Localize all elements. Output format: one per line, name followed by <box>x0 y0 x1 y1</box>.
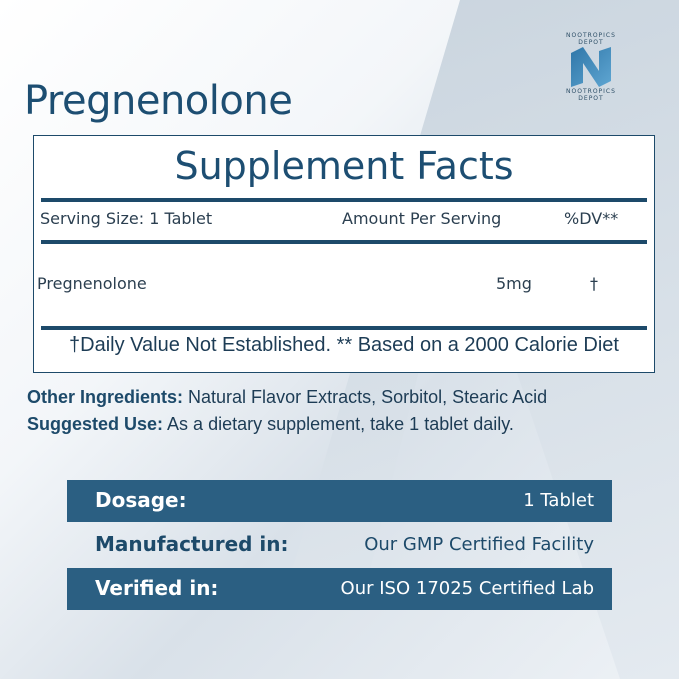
spec-row-verified: Verified in: Our ISO 17025 Certified Lab <box>67 568 612 610</box>
divider <box>41 240 647 244</box>
spec-value: 1 Tablet <box>523 490 594 511</box>
spec-label: Verified in: <box>95 576 219 600</box>
facts-heading: Supplement Facts <box>174 144 514 188</box>
logo-text-bottom: NOOTROPICS DEPOT <box>566 88 616 102</box>
other-ingredients: Other Ingredients: Natural Flavor Extrac… <box>27 387 547 408</box>
product-title: Pregnenolone <box>24 78 293 124</box>
suggested-use: Suggested Use: As a dietary supplement, … <box>27 414 514 435</box>
spec-label: Dosage: <box>95 488 187 512</box>
divider <box>41 326 647 330</box>
suggested-use-label: Suggested Use: <box>27 414 164 434</box>
spec-value: Our ISO 17025 Certified Lab <box>340 578 594 599</box>
spec-row-manufactured: Manufactured in: Our GMP Certified Facil… <box>67 524 612 564</box>
other-ingredients-value: Natural Flavor Extracts, Sorbitol, Stear… <box>188 387 548 407</box>
ingredient-amount: 5mg <box>496 274 532 293</box>
brand-logo: NOOTROPICS DEPOT NOOTROPICS DEPOT <box>552 28 630 106</box>
spec-row-dosage: Dosage: 1 Tablet <box>67 480 612 522</box>
serving-size: Serving Size: 1 Tablet <box>40 209 213 228</box>
spec-value: Our GMP Certified Facility <box>364 534 594 555</box>
spec-label: Manufactured in: <box>95 532 289 556</box>
footnote: †Daily Value Not Established. ** Based o… <box>69 334 619 356</box>
dv-header: %DV** <box>564 209 619 228</box>
amount-header: Amount Per Serving <box>342 209 502 228</box>
logo-text-top: NOOTROPICS DEPOT <box>566 32 616 46</box>
other-ingredients-label: Other Ingredients: <box>27 387 184 407</box>
divider <box>41 198 647 202</box>
ingredient-name: Pregnenolone <box>37 274 147 293</box>
ingredient-dv: † <box>590 274 598 293</box>
suggested-use-value: As a dietary supplement, take 1 tablet d… <box>167 414 514 434</box>
supplement-facts-panel: Supplement Facts Serving Size: 1 Tablet … <box>33 135 655 373</box>
